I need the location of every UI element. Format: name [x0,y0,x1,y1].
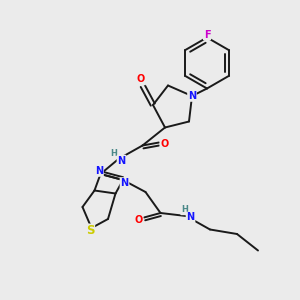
Text: S: S [86,224,94,238]
Text: O: O [137,74,145,85]
Text: H: H [181,206,188,214]
Text: O: O [134,215,143,225]
Text: N: N [120,178,129,188]
Text: N: N [117,155,126,166]
Text: H: H [111,148,117,158]
Text: N: N [186,212,195,223]
Text: N: N [95,166,103,176]
Text: O: O [160,139,169,149]
Text: N: N [188,91,196,101]
Text: F: F [204,29,210,40]
